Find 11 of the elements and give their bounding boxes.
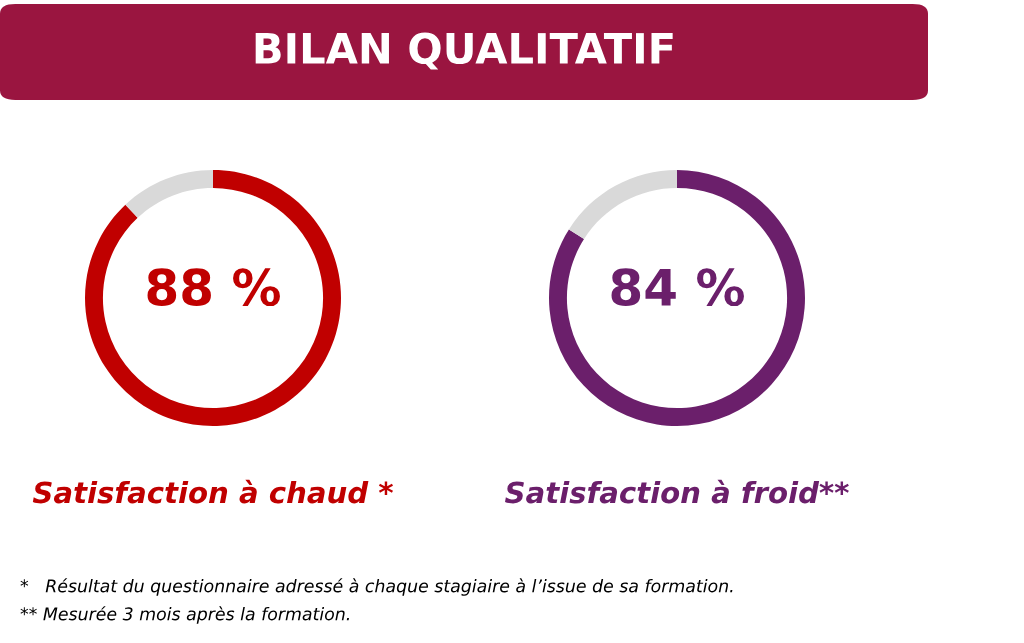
donut-slice <box>125 170 213 218</box>
text: Satisfaction à chaud * <box>32 479 393 504</box>
donut-slice <box>568 170 677 240</box>
text: * Résultat du questionnaire adressé à chaque stagiaire à l’issue de sa formation. <box>20 578 733 596</box>
data-label: 88 % <box>147 268 280 307</box>
text: Satisfaction à froid** <box>505 479 849 504</box>
text: BILAN QUALITATIF <box>255 32 673 70</box>
text: ** Mesurée 3 mois après la formation. <box>20 606 349 624</box>
donut-slice <box>549 170 805 426</box>
data-label: 84 % <box>611 268 744 307</box>
donut-slice <box>85 170 341 426</box>
